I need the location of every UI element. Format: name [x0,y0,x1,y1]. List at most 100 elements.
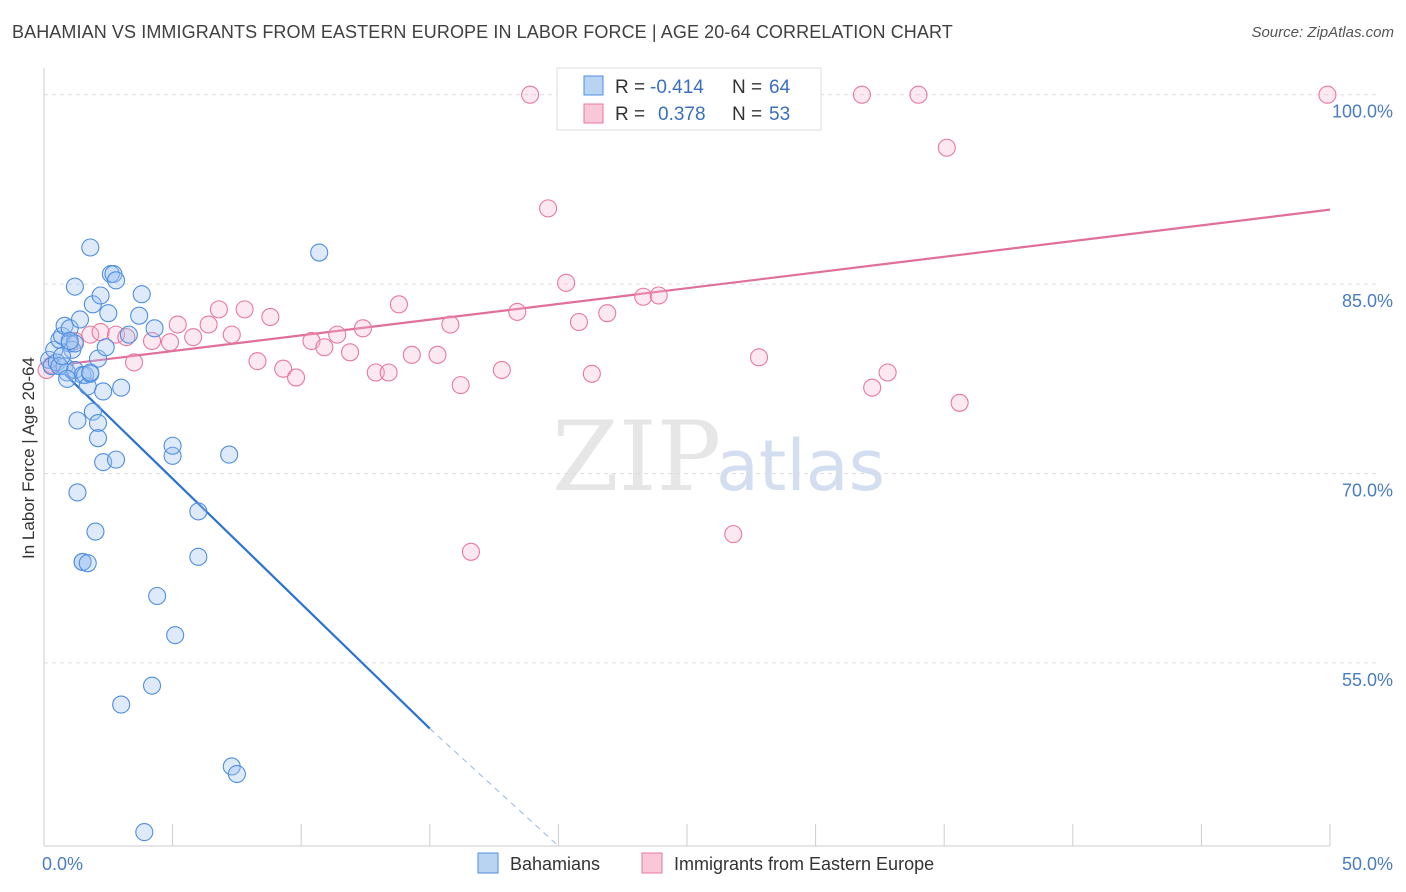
point-bahamians-24 [81,238,100,257]
point-eastern-europe-51 [950,393,969,412]
point-bahamians-56 [220,445,239,464]
point-eastern-europe-26 [379,363,398,382]
legend-r-value-1: -0.414 [650,77,704,98]
legend-n-value-2: 53 [769,104,790,125]
legend-n-label-2: N = [732,104,762,125]
point-bahamians-37 [99,304,118,323]
point-bahamians-13 [65,334,84,353]
watermark: ZIP atlas [552,401,885,513]
watermark-atlas: atlas [716,425,885,507]
legend-swatch-eastern-europe [583,103,604,124]
point-eastern-europe-27 [389,295,408,314]
point-bahamians-44 [119,325,138,344]
point-eastern-europe-52 [1318,85,1337,104]
point-eastern-europe-5 [106,325,126,344]
point-eastern-europe-50 [937,138,956,157]
point-eastern-europe-30 [441,315,460,334]
point-bahamians-54 [189,502,208,521]
point-eastern-europe-40 [598,304,617,323]
point-eastern-europe-7 [124,353,144,372]
legend-n-value-1: 64 [769,77,791,98]
point-bahamians-31 [88,413,108,433]
point-eastern-europe-34 [508,302,527,321]
legend-r-value-2: 0.378 [658,104,706,125]
point-eastern-europe-39 [582,364,601,383]
trend-lines [63,208,1331,847]
x-tick-labels: 0.0% 50.0% [42,854,1393,874]
axes [43,68,1331,847]
point-bahamians-51 [163,446,182,465]
legend-n-label-1: N = [732,77,762,98]
point-bahamians-42 [112,378,131,397]
y-axis-title: In Labor Force | Age 20-64 [19,357,38,559]
point-eastern-europe-45 [749,348,769,367]
grid [44,94,1380,664]
point-eastern-europe-19 [287,368,306,387]
watermark-zip: ZIP [552,401,721,513]
point-eastern-europe-10 [168,315,187,334]
point-eastern-europe-41 [634,287,653,306]
point-bahamians-55 [189,547,208,566]
point-eastern-europe-15 [235,300,254,319]
point-bahamians-32 [88,429,108,448]
point-eastern-europe-42 [649,286,668,305]
point-eastern-europe-33 [492,360,511,380]
point-eastern-europe-9 [160,333,180,352]
point-eastern-europe-48 [878,363,897,382]
point-eastern-europe-49 [909,85,928,104]
y-tick-labels: 55.0% 70.0% 85.0% 100.0% [1332,102,1393,690]
point-eastern-europe-37 [557,273,576,292]
legend-r-label-1: R = [615,77,645,98]
point-bahamians-63 [58,369,77,388]
point-eastern-europe-29 [428,345,447,364]
series-legend-swatch-eastern-europe [641,852,663,874]
trend-line-eastern-europe [69,208,1331,365]
point-bahamians-46 [132,285,151,304]
point-bahamians-58 [227,764,246,784]
point-eastern-europe-6 [117,328,136,347]
point-eastern-europe-12 [199,315,218,334]
point-bahamians-29 [86,522,105,541]
point-eastern-europe-17 [261,307,280,327]
point-bahamians-62 [60,331,79,350]
series-legend-swatch-bahamians [477,852,499,874]
point-bahamians-53 [166,626,185,645]
point-bahamians-23 [78,554,97,573]
point-eastern-europe-25 [366,363,385,382]
point-bahamians-34 [94,382,113,401]
point-bahamians-59 [310,243,329,262]
point-eastern-europe-14 [222,325,241,344]
point-eastern-europe-24 [353,319,372,338]
point-eastern-europe-22 [328,325,347,344]
point-bahamians-16 [68,483,87,502]
point-bahamians-43 [112,695,131,714]
point-bahamians-48 [142,676,162,695]
point-bahamians-33 [91,286,110,305]
point-eastern-europe-16 [248,352,267,371]
y-tick-label-3: 100.0% [1332,102,1393,122]
trend-line-bahamians [63,372,431,730]
point-bahamians-52 [163,436,182,455]
point-eastern-europe-31 [451,376,470,395]
point-bahamians-15 [68,411,87,430]
point-bahamians-50 [148,586,167,606]
trend-line-bahamians-extension [429,728,559,847]
point-eastern-europe-46 [852,85,871,104]
y-tick-label-1: 70.0% [1342,481,1393,501]
legend-swatch-bahamians [583,75,604,96]
point-eastern-europe-3 [81,325,100,344]
point-eastern-europe-38 [569,312,589,332]
point-bahamians-26 [81,363,100,382]
point-eastern-europe-47 [863,378,882,397]
correlation-legend: R = -0.414 N = 64 R = 0.378 N = 53 [556,67,822,131]
legend-r-label-2: R = [615,104,645,125]
point-eastern-europe-35 [521,85,540,104]
point-eastern-europe-18 [274,359,293,378]
point-bahamians-40 [106,450,126,469]
point-bahamians-17 [70,310,90,329]
x-tick-label-1: 50.0% [1342,854,1393,874]
point-eastern-europe-13 [209,300,228,319]
point-eastern-europe-21 [315,338,334,357]
chart-source: Source: ZipAtlas.com [1251,24,1394,41]
point-bahamians-45 [130,306,149,325]
